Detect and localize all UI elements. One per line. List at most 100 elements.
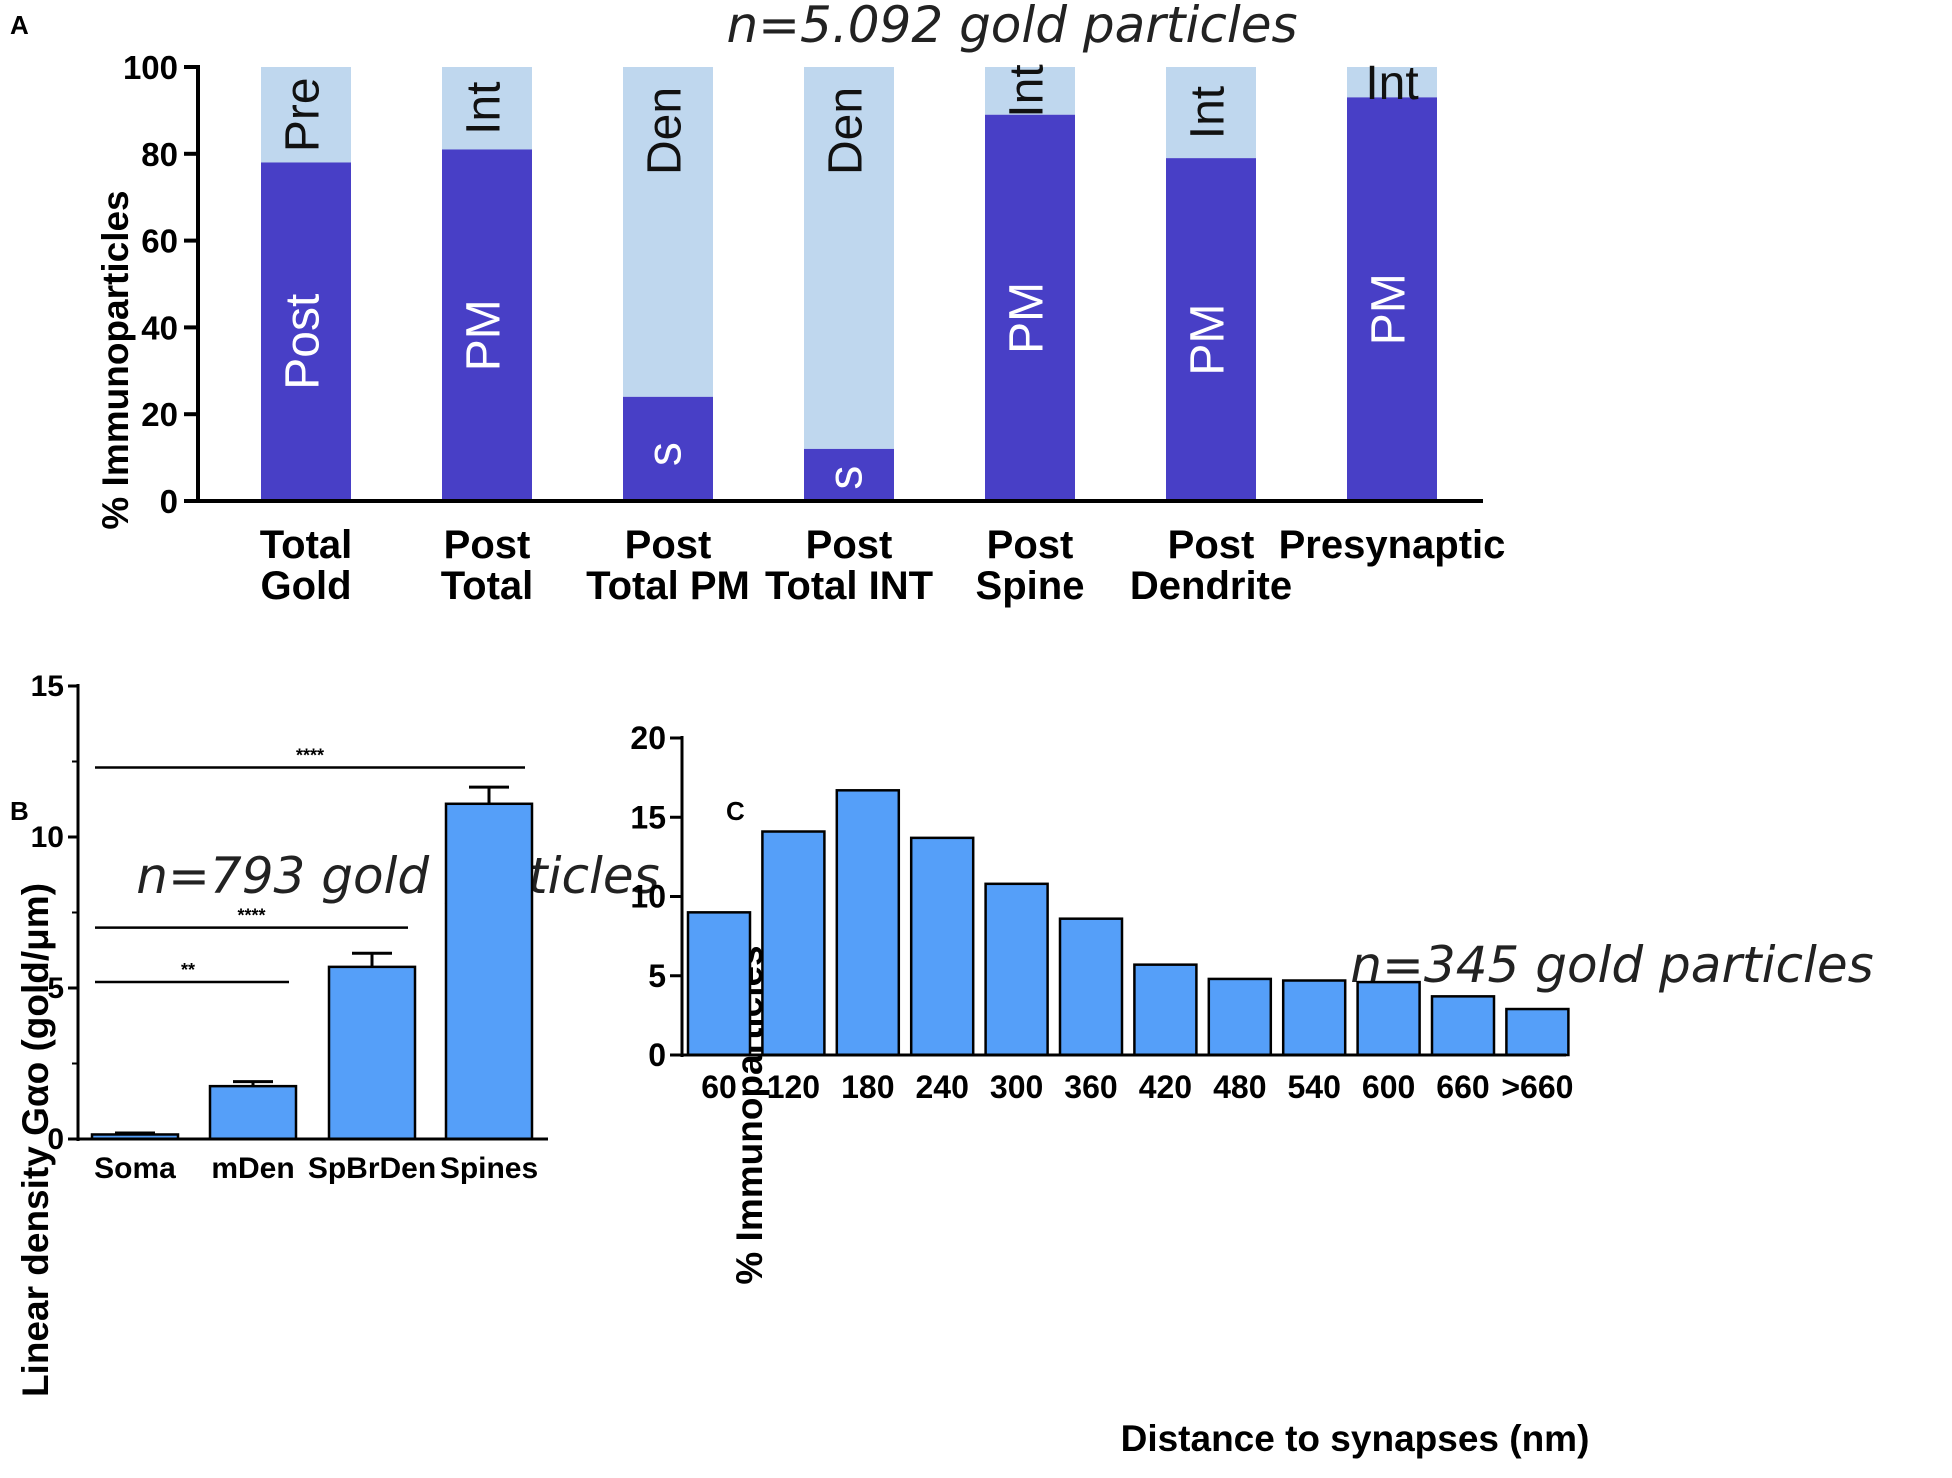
bar-a-upper-label: Pre — [277, 77, 330, 152]
panel-c: C n=345 gold particles % Immunoparticles… — [630, 720, 1873, 1459]
bar-a-upper-label: Int — [458, 82, 511, 135]
x-tick-label-a: Presynaptic — [1279, 523, 1506, 567]
bar-c — [1505, 1007, 1570, 1057]
bar-a-lower-segment — [1166, 158, 1256, 501]
bar-a-lower-segment — [804, 448, 894, 501]
y-tick-label-c: 20 — [630, 720, 666, 756]
bar-a-upper-segment — [261, 67, 351, 163]
panel-b-n-annotation: n=793 gold particles — [136, 847, 659, 905]
x-tick-label-a: Post — [987, 523, 1074, 567]
bar-c — [1281, 979, 1347, 1057]
panel-c-x-axis-title: Distance to synapses (nm) — [1121, 1418, 1590, 1459]
bar-c — [686, 911, 752, 1057]
panel-b-y-axis-title: Linear density Gαo (gold/μm) — [15, 883, 56, 1397]
x-tick-label-b: SpBrDen — [308, 1152, 436, 1185]
bar-a-lower-segment — [1347, 97, 1437, 501]
y-tick-label-b: 15 — [31, 670, 64, 703]
x-tick-label-a: Total PM — [586, 564, 750, 608]
bar-a-upper-label: Int — [1182, 86, 1235, 139]
y-tick-label-a: 60 — [141, 223, 178, 260]
x-tick-label-c: 300 — [990, 1069, 1043, 1105]
y-tick-label-a: 20 — [141, 396, 178, 433]
bar-a-upper-label: Int — [1001, 64, 1054, 117]
bar-a-lower-label: PM — [458, 299, 511, 371]
panel-b-bars: ********** — [90, 746, 534, 1141]
panel-c-label: C — [726, 796, 745, 826]
x-tick-label-a: Total — [441, 564, 534, 608]
panel-b-label: B — [10, 796, 29, 826]
bar-a-upper-label: Int — [1365, 57, 1418, 110]
panel-c-n-annotation: n=345 gold particles — [1350, 936, 1873, 994]
panel-b: B n=793 gold particles Linear density Gα… — [10, 670, 660, 1397]
x-tick-label-a: Post — [806, 523, 893, 567]
y-tick-label-b: 10 — [31, 821, 64, 854]
bar-a-upper-segment — [442, 67, 532, 150]
bar-a-upper-label: Den — [639, 87, 692, 175]
bar-a-upper-segment — [1347, 67, 1437, 98]
x-tick-label-b: Soma — [94, 1152, 176, 1185]
y-tick-label-b: 5 — [47, 972, 64, 1005]
x-tick-label-a: Post — [625, 523, 712, 567]
bar-b — [327, 965, 417, 1141]
bar-a-lower-label: s — [820, 466, 873, 490]
bar-c — [984, 882, 1049, 1057]
bar-c — [835, 789, 901, 1057]
panel-a-bars: Post Pre PM Int s Den s Den PM Int PM Int PM Int — [261, 57, 1437, 502]
bar-a-lower-label: s — [639, 442, 692, 466]
y-tick-label-c: 5 — [648, 958, 666, 994]
bar-c — [1430, 995, 1496, 1057]
y-tick-label-a: 40 — [141, 309, 178, 346]
bar-c — [909, 836, 975, 1057]
panel-a-label: A — [10, 10, 29, 40]
x-tick-label-c: 240 — [916, 1069, 969, 1105]
bar-c — [1207, 977, 1273, 1057]
panel-a-y-axis-title: % Immunoparticles — [95, 190, 136, 529]
x-tick-label-a: Spine — [976, 564, 1085, 608]
y-tick-label-a: 100 — [123, 49, 178, 86]
panel-c-axes: 60 120 180 240 300 360 420 480 540 600 660 >660 0 5 10… — [630, 720, 1573, 1105]
panel-a-n-annotation: n=5.092 gold particles — [726, 0, 1297, 54]
x-tick-label-b: mDen — [211, 1152, 294, 1185]
bar-b — [208, 1084, 298, 1141]
x-tick-label-c: 660 — [1436, 1069, 1489, 1105]
x-tick-label-a: Post — [444, 523, 531, 567]
x-tick-label-c: 360 — [1064, 1069, 1117, 1105]
bar-c — [761, 830, 826, 1057]
y-tick-label-b: 0 — [47, 1123, 64, 1156]
bar-a-upper-segment — [1166, 67, 1256, 159]
x-tick-label-c: 60 — [701, 1069, 737, 1105]
bar-a-upper-segment — [985, 67, 1075, 115]
panel-a: A n=5.092 gold particles % Immunoparticl… — [10, 0, 1505, 608]
x-tick-label-a: Post — [1168, 523, 1255, 567]
bar-a-lower-segment — [261, 162, 351, 502]
x-tick-label-c: 180 — [841, 1069, 894, 1105]
bar-a-lower-label: Post — [277, 294, 330, 390]
y-tick-label-c: 0 — [648, 1037, 666, 1073]
x-tick-label-c: 120 — [767, 1069, 820, 1105]
panel-c-bars — [686, 789, 1570, 1057]
x-tick-label-a: Total INT — [765, 564, 933, 608]
x-tick-label-c: 600 — [1362, 1069, 1415, 1105]
bar-c — [1356, 980, 1421, 1057]
bar-a-lower-segment — [623, 396, 713, 501]
bar-a-lower-segment — [442, 149, 532, 501]
significance-label-b: **** — [237, 906, 265, 926]
bar-b — [444, 802, 534, 1141]
y-tick-label-c: 15 — [630, 799, 666, 835]
x-tick-label-a: Dendrite — [1130, 564, 1292, 608]
x-tick-label-c: 480 — [1213, 1069, 1266, 1105]
panel-b-axes: Soma mDen SpBrDen Spines 0 5 10 15 — [31, 670, 548, 1185]
bar-c — [1133, 963, 1198, 1057]
bar-a-upper-segment — [804, 67, 894, 449]
x-tick-label-c: >660 — [1501, 1069, 1573, 1105]
bar-a-lower-segment — [985, 114, 1075, 502]
x-tick-label-b: Spines — [440, 1152, 538, 1185]
bar-a-lower-label: PM — [1182, 304, 1235, 376]
bar-c — [1058, 917, 1124, 1057]
bar-a-upper-label: Den — [820, 87, 873, 175]
bar-a-lower-label: PM — [1001, 282, 1054, 354]
significance-label-b: ** — [181, 960, 195, 980]
bar-a-lower-label: PM — [1363, 273, 1416, 345]
